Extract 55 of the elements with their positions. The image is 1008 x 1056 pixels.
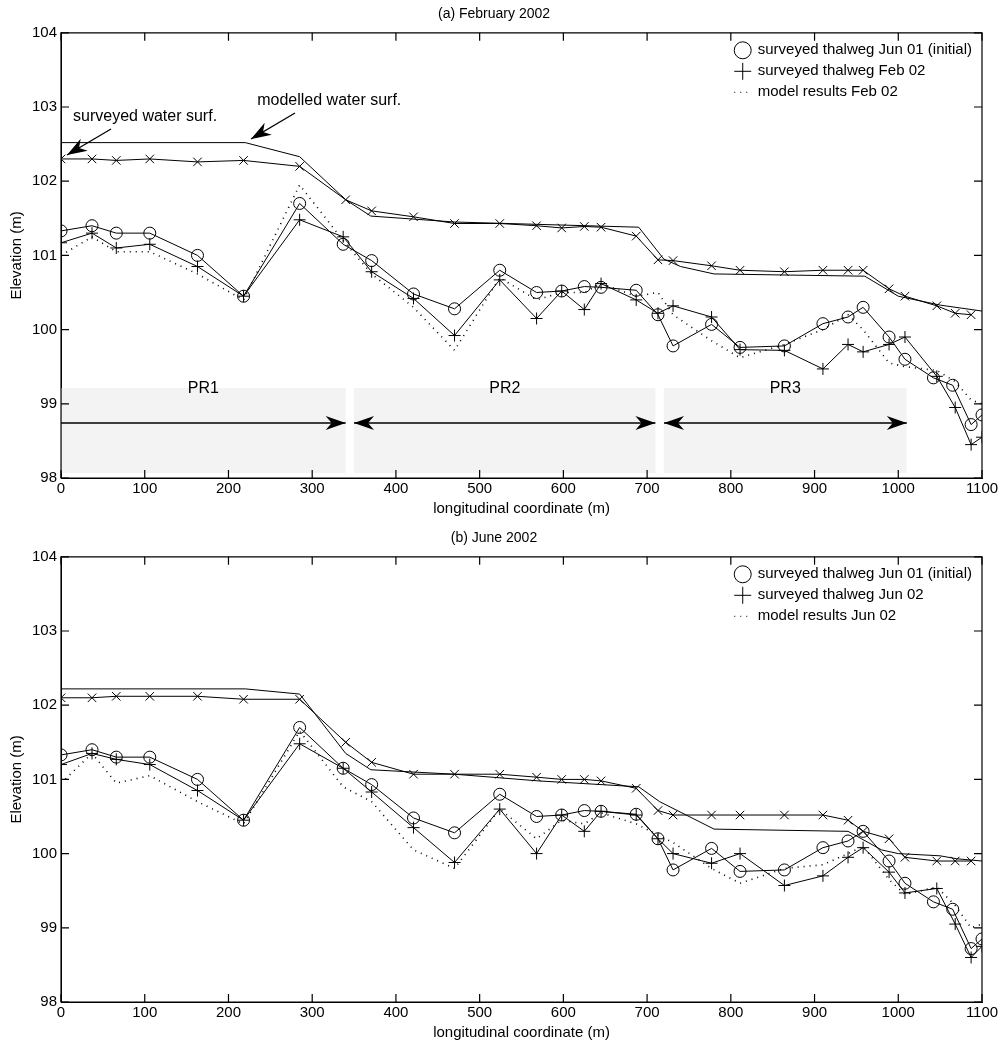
band-label: PR1: [187, 379, 220, 396]
y-tick-label: 99: [40, 917, 58, 935]
annotation: modelled water surf.: [257, 90, 402, 108]
x-tick-label: 200: [215, 479, 241, 497]
legend-label: surveyed thalweg Jun 01 (initial): [757, 40, 972, 58]
legend-label: model results Feb 02: [757, 82, 898, 100]
x-tick-label: 500: [467, 479, 493, 497]
y-tick-label: 102: [32, 695, 58, 713]
chart-title: (b) June 2002: [450, 529, 538, 546]
x-tick-label: 800: [718, 479, 744, 497]
x-tick-label: 300: [299, 479, 325, 497]
x-tick-label: 0: [56, 479, 66, 497]
x-tick-label: 400: [383, 479, 409, 497]
y-axis-title: Elevation (m): [7, 735, 25, 824]
x-tick-label: 400: [383, 1003, 409, 1021]
y-tick-label: 101: [32, 769, 58, 787]
x-tick-label: 900: [802, 1003, 828, 1021]
y-tick-label: 104: [32, 546, 58, 564]
x-tick-label: 700: [634, 479, 660, 497]
y-axis-title: Elevation (m): [7, 211, 25, 300]
x-tick-label: 200: [215, 1003, 241, 1021]
y-tick-label: 99: [40, 393, 58, 411]
x-tick-label: 700: [634, 1003, 660, 1021]
x-axis-title: longitudinal coordinate (m): [433, 1023, 610, 1041]
y-tick-label: 100: [32, 319, 58, 337]
x-tick-label: 900: [802, 479, 828, 497]
x-tick-label: 1000: [881, 1003, 915, 1021]
x-tick-label: 1000: [881, 479, 915, 497]
y-tick-label: 101: [32, 245, 58, 263]
x-tick-label: 500: [467, 1003, 493, 1021]
band-label: PR3: [769, 379, 801, 396]
y-tick-label: 104: [32, 22, 58, 40]
y-tick-label: 102: [32, 171, 58, 189]
annotation: surveyed water surf.: [73, 106, 218, 124]
x-tick-label: 1100: [965, 1003, 999, 1021]
x-tick-label: 0: [56, 1003, 66, 1021]
x-tick-label: 100: [132, 479, 158, 497]
x-tick-label: 100: [132, 1003, 158, 1021]
band-label: PR2: [489, 379, 521, 396]
legend-label: surveyed thalweg Jun 01 (initial): [757, 564, 972, 582]
legend-label: surveyed thalweg Jun 02: [757, 585, 924, 603]
x-tick-label: 300: [299, 1003, 325, 1021]
chart-title: (a) February 2002: [437, 5, 551, 22]
y-tick-label: 98: [40, 992, 58, 1010]
y-tick-label: 98: [40, 468, 58, 486]
legend-label: model results Jun 02: [757, 606, 897, 624]
y-tick-label: 103: [32, 97, 58, 115]
y-tick-label: 103: [32, 621, 58, 639]
y-tick-label: 100: [32, 843, 58, 861]
x-tick-label: 600: [550, 1003, 576, 1021]
x-axis-title: longitudinal coordinate (m): [433, 499, 610, 517]
legend-label: surveyed thalweg Feb 02: [757, 61, 926, 79]
x-tick-label: 600: [550, 479, 576, 497]
x-tick-label: 1100: [965, 479, 999, 497]
x-tick-label: 800: [718, 1003, 744, 1021]
